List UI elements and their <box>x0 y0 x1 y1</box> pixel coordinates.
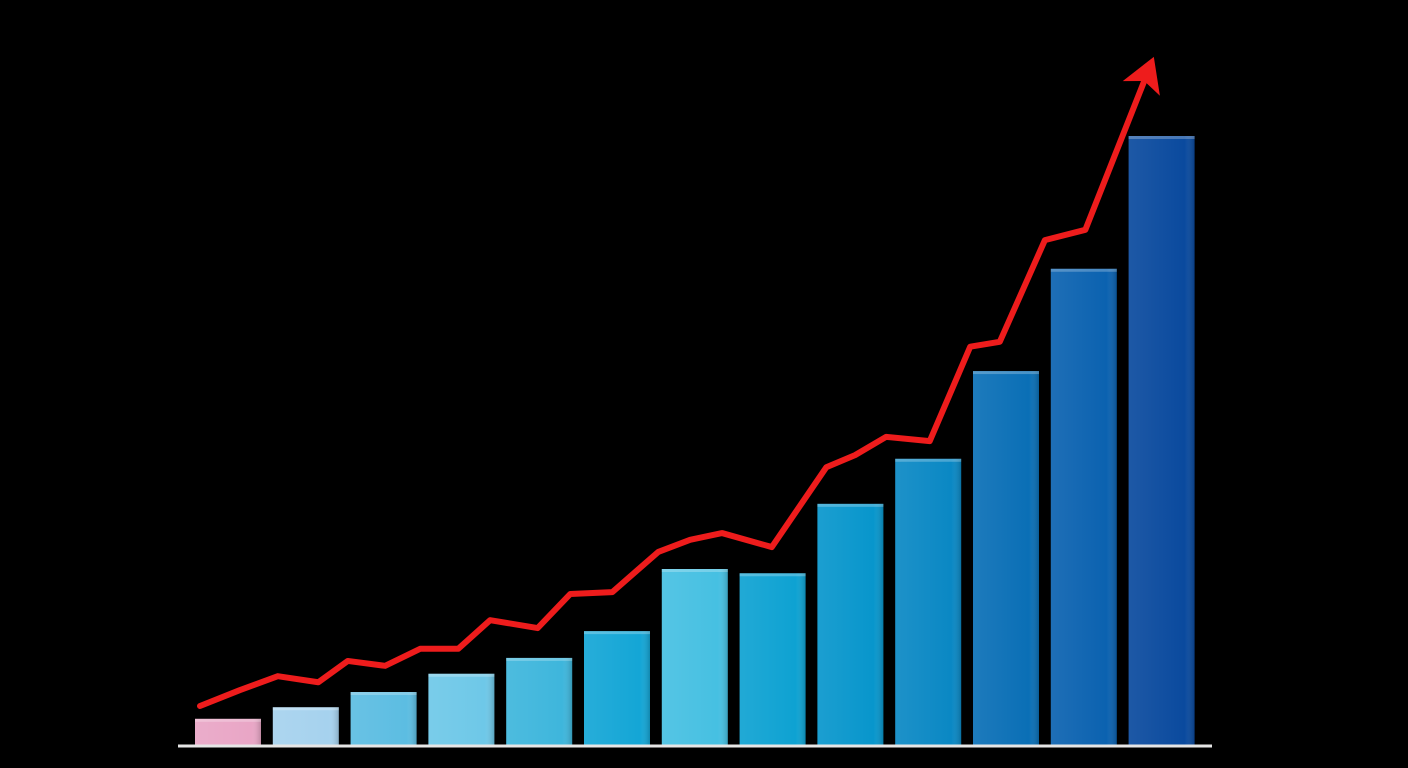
bar-shading <box>973 371 1039 745</box>
bar-5 <box>506 657 573 745</box>
bar-shading <box>195 718 261 745</box>
bar-2 <box>272 707 339 745</box>
bar-top-highlight <box>1050 268 1117 272</box>
bar-top-highlight <box>739 573 806 577</box>
bar-11 <box>973 371 1039 745</box>
bar-top-highlight <box>350 692 417 696</box>
bar-4 <box>428 673 495 745</box>
bar-shading <box>506 657 573 745</box>
bar-top-highlight <box>506 657 573 661</box>
bar-10 <box>895 458 962 745</box>
arrowhead-icon <box>1122 56 1160 96</box>
bar-top-highlight <box>661 568 728 572</box>
bar-3 <box>350 692 417 745</box>
bar-shading <box>1128 136 1195 745</box>
bar-shading <box>895 458 962 745</box>
bar-top-highlight <box>272 707 339 711</box>
bar-top-highlight <box>584 631 650 635</box>
bar-6 <box>584 631 650 745</box>
bar-7 <box>661 568 728 745</box>
bar-top-highlight <box>1128 136 1195 139</box>
bar-top-highlight <box>195 718 261 722</box>
bar-shading <box>739 573 806 745</box>
bar-8 <box>739 573 806 745</box>
bar-shading <box>1050 268 1117 745</box>
bar-top-highlight <box>428 673 495 677</box>
bar-13 <box>1128 136 1195 745</box>
bar-shading <box>428 673 495 745</box>
bar-9 <box>817 503 884 745</box>
bar-1 <box>195 718 261 745</box>
trend-line-series <box>196 56 1160 710</box>
bar-shading <box>272 707 339 745</box>
bar-top-highlight <box>817 503 884 507</box>
bar-shading <box>584 631 650 745</box>
bar-top-highlight <box>895 458 962 462</box>
bar-shading <box>817 503 884 745</box>
bar-top-highlight <box>973 371 1039 375</box>
bar-shading <box>661 568 728 745</box>
bar-12 <box>1050 268 1117 745</box>
bar-series <box>195 136 1195 745</box>
bar-shading <box>350 692 417 745</box>
